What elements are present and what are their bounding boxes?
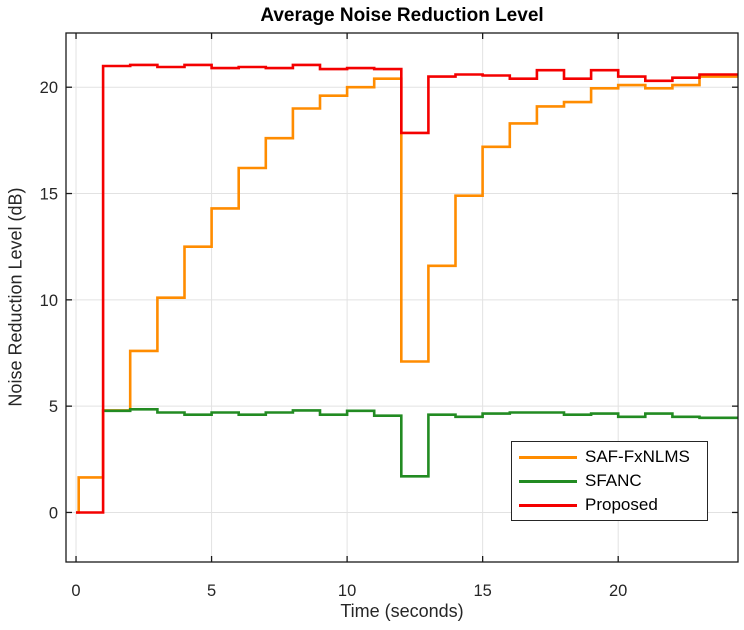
legend-item-saf-fxnlms: SAF-FxNLMS [512,447,707,467]
y-tick-label: 5 [49,398,58,416]
legend-line-proposed-icon [519,503,577,507]
legend-line-sfanc-icon [519,479,577,483]
legend-item-sfanc: SFANC [512,471,707,491]
series-line-saf-fxnlms [76,75,738,514]
legend-box: SAF-FxNLMS SFANC Proposed [511,441,708,521]
y-tick-label: 10 [40,292,58,310]
x-tick-label: 20 [609,582,627,600]
series-line-proposed [76,63,738,514]
tick-labels: 0 5 10 15 20 0 5 10 15 20 [40,79,628,600]
legend-line-saf-fxnlms-icon [519,455,577,459]
x-tick-label: 5 [207,582,216,600]
x-tick-label: 0 [71,582,80,600]
x-tick-label: 15 [473,582,491,600]
y-tick-label: 0 [49,504,58,522]
legend-label-saf-fxnlms: SAF-FxNLMS [585,447,690,466]
legend-label-sfanc: SFANC [585,471,642,490]
series-line-sfanc [103,408,738,478]
tick-marks [66,33,738,562]
y-axis-label: Noise Reduction Level (dB) [5,187,26,407]
y-tick-label: 15 [40,186,58,204]
x-axis-label: Time (seconds) [340,601,464,621]
y-tick-label: 20 [40,79,58,97]
legend-item-proposed: Proposed [512,495,707,515]
axes-box [65,32,739,563]
chart-title: Average Noise Reduction Level [260,5,544,26]
legend-label-proposed: Proposed [585,495,658,514]
data-series-group [76,63,738,514]
x-tick-label: 10 [338,582,356,600]
